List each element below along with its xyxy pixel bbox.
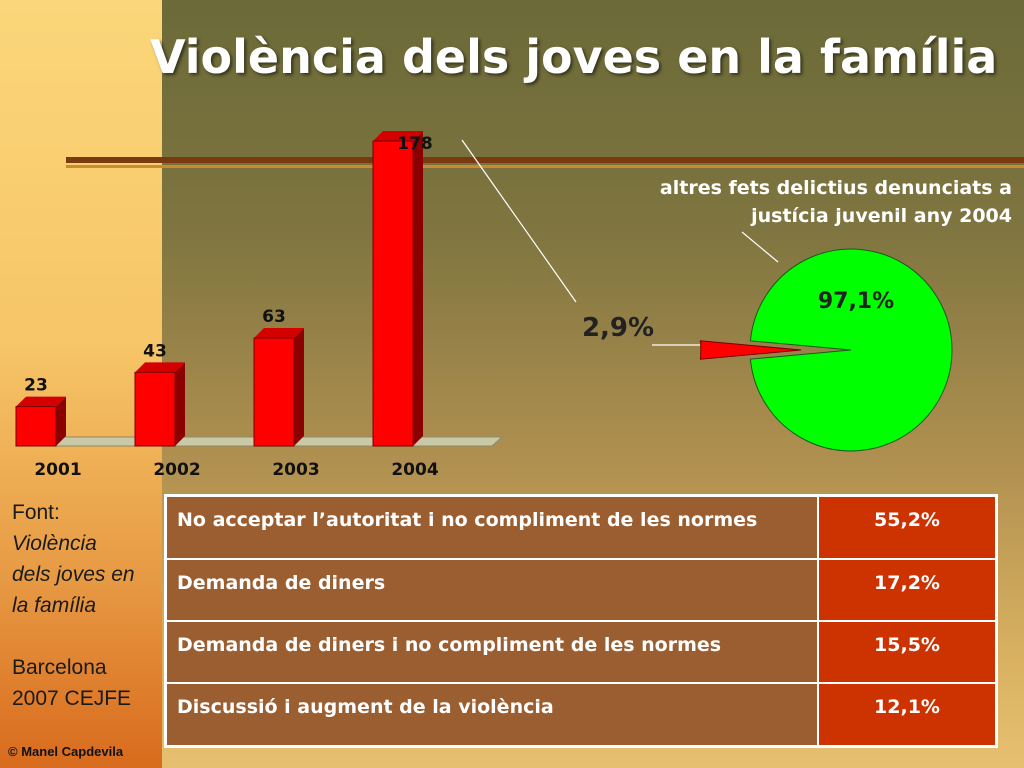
bar-top-2004 [373,131,423,141]
bar-category-label: 2003 [272,460,319,480]
source-name-line-2: dels joves en [12,563,135,586]
table-row: Demanda de diners 17,2% [164,557,998,622]
pie-chart [699,248,953,452]
reason-label: Demanda de diners i no compliment de les… [164,619,819,685]
bar-2002 [134,371,176,447]
bar-2003 [253,337,295,447]
source-place-line-1: Barcelona [12,656,107,679]
bar-top-2002 [135,362,185,373]
pie-slice-label-small: 2,9% [582,313,654,343]
bar-side-2004 [413,131,423,446]
copyright-notice: © Manel Capdevila [8,744,124,759]
bar-category-label: 2001 [34,460,81,480]
slide-title: Violència dels joves en la família [150,30,998,84]
bar-side-2003 [294,328,304,446]
connector-line-bar-to-pie [461,139,577,303]
bar-side-2002 [175,362,185,446]
bar-top-2001 [16,396,66,407]
reason-percentage: 12,1% [817,682,998,748]
reason-percentage: 15,5% [817,619,998,685]
bar-series [15,131,423,447]
source-place-line-2: 2007 CEJFE [12,687,132,710]
bar-top-2003 [254,328,304,339]
title-divider-highlight [66,165,1024,168]
pie-slice-label-large: 97,1% [818,289,894,314]
pie-caption: altres fets delictius denunciats a justí… [659,177,1012,227]
bar-category-label: 2004 [391,460,438,480]
reason-label: No acceptar l’autoritat i no compliment … [164,494,819,560]
bar-value-labels: 23 43 63 178 [24,134,433,396]
pie-slice-large [749,248,953,452]
bar-2001 [15,406,57,447]
reason-percentage: 55,2% [817,494,998,560]
source-name-line-1: Violència [12,532,97,555]
pie-slice-small [699,340,802,360]
bar-value-label: 43 [143,341,167,361]
bar-category-labels: 2001 2002 2003 2004 [34,460,438,480]
charts-canvas: 23 43 63 178 2001 2002 2003 2004 97,1% 2,9% [14,131,953,480]
source-note: Font: Violència dels joves en la família… [12,497,135,714]
table-row: Demanda de diners i no compliment de les… [164,619,998,685]
bar-side-2001 [56,396,66,446]
reason-label: Discussió i augment de la violència [164,682,819,748]
reason-percentage: 17,2% [817,557,998,622]
bar-category-label: 2002 [153,460,200,480]
source-prefix: Font: [12,501,60,524]
reasons-table: No acceptar l’autoritat i no compliment … [164,494,998,748]
bar-value-label: 63 [262,307,286,327]
source-name-line-3: la família [12,594,97,617]
bar-value-label: 178 [397,134,433,154]
connector-line-caption-to-pie [741,231,779,263]
table-row: No acceptar l’autoritat i no compliment … [164,494,998,560]
reason-label: Demanda de diners [164,557,819,622]
bar-value-label: 23 [24,376,48,396]
title-divider [66,157,1024,163]
table-row: Discussió i augment de la violència 12,1… [164,682,998,748]
bar-2004 [372,140,414,447]
